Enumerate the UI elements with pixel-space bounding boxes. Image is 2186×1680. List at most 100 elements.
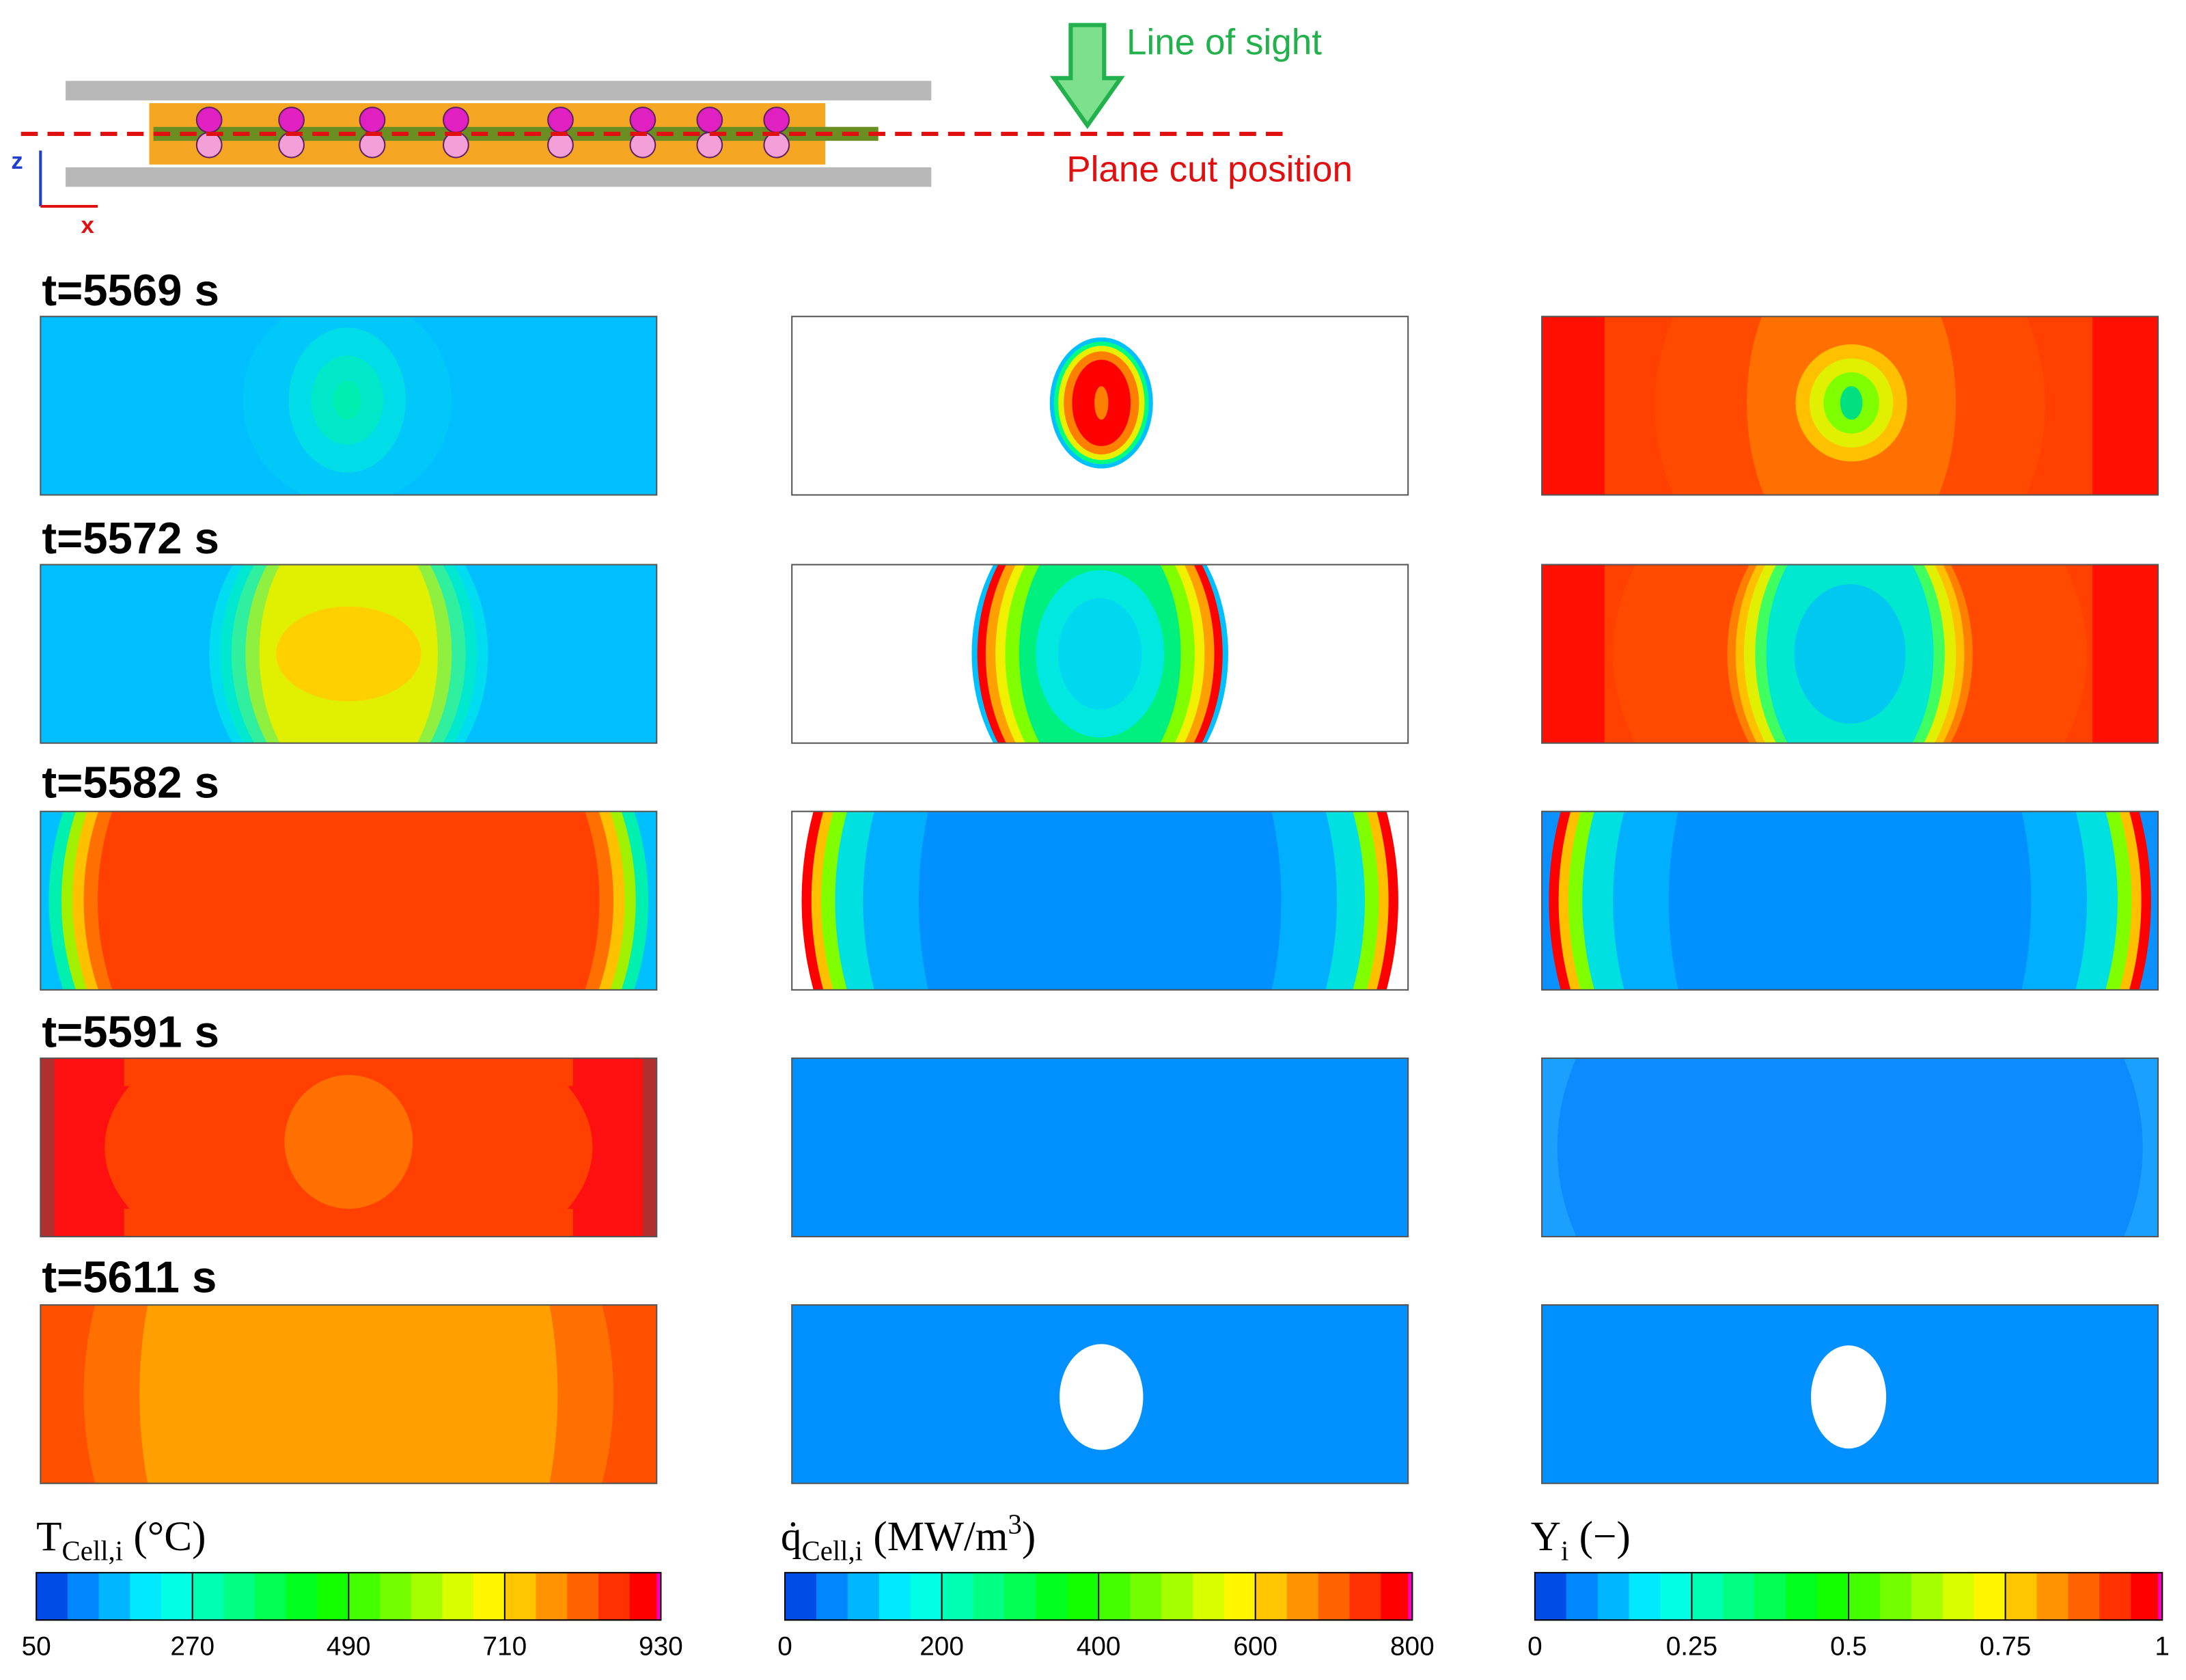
contour-region xyxy=(2092,316,2159,495)
contour-region xyxy=(918,811,1282,990)
panel-border xyxy=(791,1304,1409,1485)
contour-panel xyxy=(40,316,657,495)
colorbar-swatch xyxy=(816,1572,848,1621)
colorbar-swatch xyxy=(1286,1572,1319,1621)
x-label: x xyxy=(81,212,94,238)
colorbar-swatch xyxy=(1691,1572,1724,1621)
colorbar-swatch xyxy=(1660,1572,1693,1621)
panel-border xyxy=(40,564,658,744)
panel-border xyxy=(40,316,658,496)
contour-panel xyxy=(40,1058,657,1237)
contour-region xyxy=(1840,386,1863,420)
tc-bottom xyxy=(547,131,574,159)
contour-region xyxy=(276,606,421,702)
panels: t=5569 s t=5572 s t=5582 s t=5591 s t=5611 s xyxy=(40,265,2159,1485)
colorbar-swatch xyxy=(1255,1572,1288,1621)
colorbar-tick-label: 490 xyxy=(327,1631,371,1661)
contour-region xyxy=(139,1305,558,1484)
colorbar-swatch xyxy=(941,1572,974,1621)
time-label: t=5611 s xyxy=(42,1252,217,1302)
tc-bottom xyxy=(278,131,305,159)
colorbar-tick-label: 930 xyxy=(639,1631,683,1661)
colorbar-swatch xyxy=(98,1572,131,1621)
contour-panel xyxy=(1542,1058,2159,1237)
colorbar-end xyxy=(2158,1572,2163,1621)
colorbar-tick-label: 0.25 xyxy=(1666,1631,1717,1661)
colorbar-tick-label: 0 xyxy=(777,1631,792,1661)
colorbar-swatch xyxy=(2036,1572,2069,1621)
contour-panel xyxy=(1542,316,2159,495)
contour-region xyxy=(2092,564,2159,743)
colorbar-tick-label: 50 xyxy=(22,1631,51,1661)
panel-border xyxy=(791,316,1409,496)
panel-border xyxy=(1541,810,2159,991)
z-label: z xyxy=(11,148,23,174)
colorbar-swatch xyxy=(1130,1572,1163,1621)
contour-region xyxy=(1094,386,1109,420)
colorbar-swatch xyxy=(130,1572,163,1621)
tc-bottom xyxy=(629,131,656,159)
colorbar-swatch xyxy=(1566,1572,1599,1621)
colorbar-swatch xyxy=(1223,1572,1256,1621)
tc-top xyxy=(696,107,723,133)
colorbar-swatch xyxy=(1754,1572,1787,1621)
colorbar-swatch xyxy=(2068,1572,2101,1621)
colorbar-swatch xyxy=(1942,1572,1975,1621)
colorbar-tick-label: 1 xyxy=(2155,1631,2170,1661)
colorbar-swatch xyxy=(286,1572,318,1621)
contour-panel xyxy=(792,1305,1409,1484)
plane-cut-label: Plane cut position xyxy=(1066,149,1353,189)
contour-panel xyxy=(40,1305,657,1484)
unit: (MW/m xyxy=(863,1513,1008,1560)
colorbar-swatch xyxy=(2099,1572,2132,1621)
contour-region xyxy=(124,1209,573,1237)
colorbar-swatch xyxy=(785,1572,817,1621)
thermocouples xyxy=(195,107,790,159)
colorbar-swatch xyxy=(504,1572,537,1621)
colorbar-title: TCell,i (°C) xyxy=(36,1513,206,1566)
colorbar-swatch xyxy=(317,1572,350,1621)
contour-region xyxy=(1542,564,1605,743)
colorbar-tick-label: 270 xyxy=(170,1631,215,1661)
colorbar-swatch xyxy=(598,1572,631,1621)
colorbar-tick-label: 400 xyxy=(1077,1631,1121,1661)
contour-region xyxy=(1794,584,1906,724)
superscript: 3 xyxy=(1008,1509,1022,1540)
colorbar-swatch xyxy=(1723,1572,1756,1621)
panel-border xyxy=(1541,1304,2159,1485)
colorbar-swatch xyxy=(536,1572,568,1621)
contour-region xyxy=(1668,811,2032,990)
colorbar-swatch xyxy=(1597,1572,1630,1621)
time-label: t=5591 s xyxy=(42,1007,219,1057)
colorbar-swatch xyxy=(473,1572,506,1621)
colorbar-swatch xyxy=(2131,1572,2163,1621)
colorbar-swatch xyxy=(1911,1572,1943,1621)
tc-top xyxy=(763,107,790,133)
symbol: Y xyxy=(1531,1513,1561,1560)
colorbar-tick-label: 0 xyxy=(1527,1631,1542,1661)
colorbar-swatch xyxy=(973,1572,1006,1621)
colorbar-tick-label: 200 xyxy=(919,1631,964,1661)
contour-panel xyxy=(1542,811,2159,990)
colorbar-swatch xyxy=(1817,1572,1850,1621)
contour-panel xyxy=(40,811,657,990)
panel-border xyxy=(1541,1057,2159,1238)
tc-bottom xyxy=(696,131,723,159)
colorbar-swatch xyxy=(348,1572,381,1621)
colorbar-swatch xyxy=(1098,1572,1131,1621)
subscript: Cell,i xyxy=(62,1536,124,1567)
colorbar-swatch xyxy=(1849,1572,1881,1621)
sight-arrow xyxy=(1049,23,1125,129)
cells xyxy=(153,126,878,141)
panel-border xyxy=(1541,564,2159,744)
tc-top xyxy=(629,107,656,133)
colorbar-tick-label: 0.75 xyxy=(1980,1631,2031,1661)
contour-panel xyxy=(792,564,1409,743)
colorbar-swatch xyxy=(1004,1572,1037,1621)
colorbar-swatch xyxy=(1879,1572,1912,1621)
tc-top xyxy=(443,107,469,133)
colorbar-swatch xyxy=(1192,1572,1225,1621)
contour-panel xyxy=(792,316,1409,495)
